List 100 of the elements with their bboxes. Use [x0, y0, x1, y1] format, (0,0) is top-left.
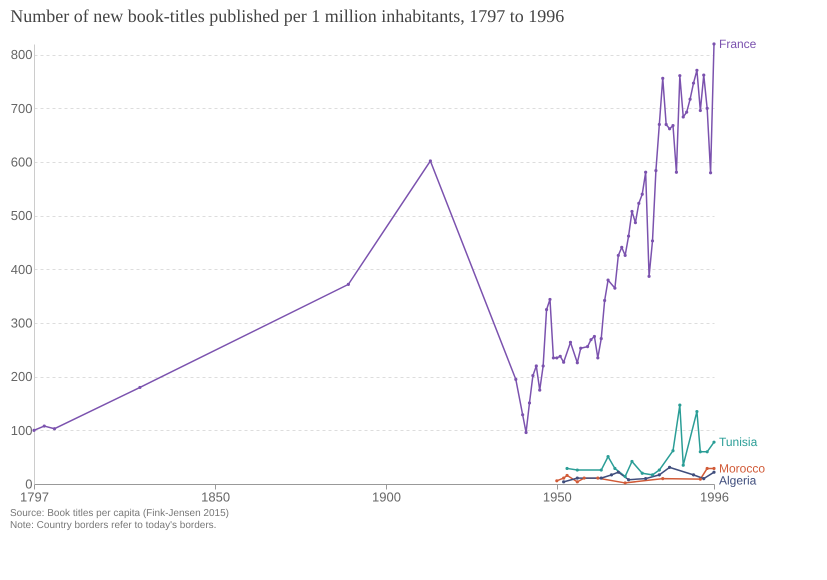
point [654, 169, 658, 172]
point [658, 122, 661, 126]
point [698, 478, 702, 481]
point [606, 278, 610, 282]
x-tick-label: 1850 [201, 490, 230, 504]
point [688, 98, 692, 101]
point [592, 334, 596, 338]
point [138, 386, 142, 389]
point [671, 449, 675, 452]
x-tick-label: 1900 [372, 490, 401, 504]
point [668, 466, 672, 469]
point [658, 468, 661, 472]
point [671, 124, 675, 128]
y-tick-label: 400 [10, 262, 32, 277]
point [706, 106, 709, 110]
y-tick-label: 700 [10, 100, 32, 116]
point [685, 110, 688, 114]
point [661, 477, 664, 480]
point [712, 470, 716, 474]
point [579, 346, 582, 350]
point [613, 286, 616, 290]
x-tick-label: 1996 [700, 490, 729, 504]
point [52, 427, 56, 430]
point [624, 254, 627, 257]
chart-title: Number of new book-titles published per 1 million inhabitants, 1797 to 1996 [10, 6, 564, 26]
point [674, 170, 678, 174]
point [650, 239, 654, 243]
point [576, 361, 579, 364]
y-tick-label: 300 [10, 316, 32, 331]
point [346, 282, 350, 286]
point [630, 460, 634, 464]
point [565, 466, 569, 470]
point [644, 170, 648, 174]
y-tick-label: 600 [10, 154, 32, 170]
point [562, 476, 566, 480]
point [637, 202, 640, 205]
point [678, 74, 682, 78]
series-label: Tunisia [719, 435, 758, 450]
point [702, 477, 706, 480]
point [626, 234, 630, 238]
point [548, 298, 552, 301]
point [616, 254, 620, 257]
point [531, 374, 534, 378]
point [542, 364, 545, 368]
point [644, 477, 648, 480]
point [589, 338, 593, 342]
point [544, 308, 548, 312]
point [606, 455, 610, 458]
point [552, 356, 555, 360]
point [596, 356, 600, 360]
point [692, 473, 696, 476]
source-note: Source: Book titles per capita (Fink-Jensen 2015) [10, 508, 230, 520]
point [596, 476, 600, 480]
point [576, 468, 579, 472]
point [600, 337, 603, 340]
point [514, 378, 518, 381]
point [650, 473, 654, 476]
series-label: Algeria [719, 473, 757, 488]
point [610, 473, 614, 476]
point [534, 364, 538, 368]
point [698, 108, 702, 112]
point [538, 388, 542, 392]
line-series [562, 466, 716, 484]
point [603, 298, 606, 302]
point [695, 410, 698, 414]
point [586, 345, 590, 348]
x-tick-label: 1797 [20, 490, 49, 504]
point [620, 246, 624, 249]
text: Note: Country borders refer to today's borders. [10, 520, 218, 532]
point [712, 440, 716, 444]
point [616, 470, 620, 474]
point [576, 476, 579, 480]
y-tick-label: 800 [10, 47, 32, 62]
y-tick-label: 200 [10, 369, 32, 384]
point [709, 171, 712, 174]
point [634, 221, 637, 224]
point [600, 476, 603, 480]
point [582, 476, 586, 480]
point [682, 115, 685, 119]
point [658, 473, 661, 476]
point [555, 356, 558, 360]
point [521, 413, 524, 416]
point [630, 210, 634, 213]
point [42, 424, 46, 428]
point [600, 468, 603, 472]
point [712, 466, 716, 470]
point [565, 474, 569, 477]
point [640, 192, 644, 196]
y-tick-label: 100 [10, 422, 32, 438]
point [706, 450, 709, 454]
point [647, 274, 651, 278]
point [698, 450, 702, 454]
point [692, 82, 696, 85]
point [661, 76, 664, 80]
point [695, 68, 698, 72]
point [702, 74, 706, 77]
series-label: Morocco [719, 461, 766, 476]
point [668, 127, 672, 130]
point [555, 479, 558, 482]
point [682, 464, 685, 467]
